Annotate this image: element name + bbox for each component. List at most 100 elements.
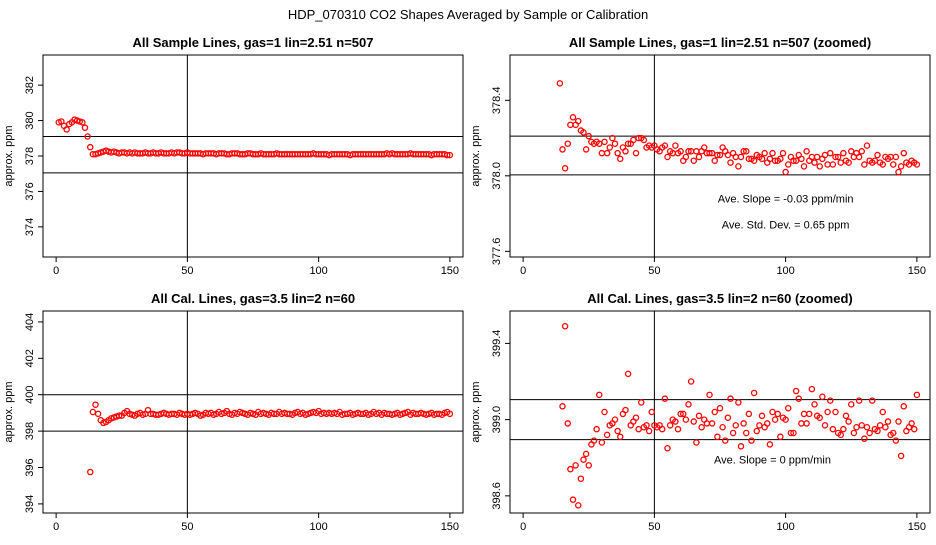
data-point — [777, 433, 784, 441]
data-point — [682, 153, 690, 161]
y-tick-label: 374 — [24, 218, 36, 236]
data-point — [900, 149, 908, 157]
data-point — [798, 420, 805, 427]
data-point — [677, 148, 684, 155]
data-point — [577, 475, 585, 482]
data-point — [743, 429, 750, 437]
data-point — [89, 408, 97, 416]
data-point — [740, 148, 747, 155]
data-point — [832, 153, 839, 161]
data-point — [559, 403, 566, 410]
data-point — [611, 140, 619, 147]
data-point — [598, 439, 606, 446]
data-point — [446, 410, 454, 418]
data-point — [716, 404, 724, 412]
data-point — [585, 462, 593, 469]
data-point — [827, 397, 834, 404]
y-tick-label: 399.0 — [491, 406, 503, 434]
data-point — [693, 148, 700, 155]
data-point — [648, 408, 656, 416]
data-point — [601, 408, 608, 416]
data-point — [561, 322, 569, 330]
data-point — [890, 429, 897, 437]
data-point — [863, 142, 871, 149]
data-point — [737, 153, 745, 161]
panel-title: All Cal. Lines, gas=3.5 lin=2 n=60 — [151, 291, 355, 306]
data-point — [569, 496, 577, 503]
x-tick-label: 100 — [309, 521, 327, 533]
data-point — [758, 412, 766, 420]
data-point — [737, 443, 745, 450]
panel-title: All Sample Lines, gas=1 lin=2.51 n=507 — [133, 35, 374, 50]
data-point — [640, 136, 648, 144]
data-point — [824, 161, 831, 168]
data-point — [769, 408, 776, 416]
data-point — [722, 437, 729, 444]
data-point — [611, 416, 619, 423]
data-point — [908, 420, 915, 427]
data-point — [564, 140, 572, 147]
data-point — [674, 425, 682, 433]
data-point — [680, 410, 687, 418]
data-point — [871, 157, 879, 164]
data-point — [590, 437, 598, 444]
data-point — [708, 420, 716, 427]
data-point — [672, 418, 679, 425]
data-point — [695, 153, 703, 161]
data-point — [724, 414, 732, 421]
data-point — [853, 423, 860, 431]
data-point — [601, 138, 608, 146]
data-point — [740, 420, 747, 427]
data-point — [666, 422, 674, 429]
data-point — [895, 418, 902, 425]
data-point — [766, 155, 774, 163]
data-point — [661, 395, 669, 402]
y-tick-label: 378.0 — [491, 162, 503, 190]
data-point — [443, 151, 451, 159]
data-point — [819, 393, 826, 401]
x-tick-label: 0 — [53, 265, 59, 277]
data-point — [855, 397, 863, 404]
data-point — [727, 395, 734, 402]
y-tick-label: 404 — [24, 313, 36, 331]
data-point — [635, 425, 642, 433]
data-point — [813, 153, 821, 161]
data-point — [787, 429, 795, 437]
series-1 — [87, 401, 454, 476]
panel-3: All Cal. Lines, gas=3.5 lin=2 n=60 0 50 100… — [3, 291, 464, 533]
data-point — [790, 429, 797, 437]
data-point — [685, 401, 692, 408]
data-point — [719, 423, 726, 431]
x-tick-label: 150 — [441, 265, 459, 277]
data-point — [572, 462, 579, 469]
data-point — [837, 431, 845, 439]
data-point — [732, 153, 740, 161]
data-point — [693, 439, 700, 446]
data-point — [834, 153, 842, 161]
y-tick-label: 377.6 — [491, 238, 503, 266]
data-point — [575, 502, 582, 509]
x-tick-label: 50 — [181, 265, 193, 277]
data-point — [624, 370, 632, 378]
data-point — [792, 387, 800, 395]
data-point — [840, 149, 847, 157]
data-point — [614, 149, 621, 157]
data-point — [850, 429, 858, 437]
data-point — [63, 126, 70, 133]
data-point — [603, 149, 611, 157]
y-tick-label: 398.6 — [491, 482, 503, 510]
series-1 — [55, 116, 454, 159]
y-tick-label: 378 — [24, 147, 36, 165]
y-tick-label: 396 — [24, 458, 36, 476]
data-point — [800, 410, 808, 418]
data-point — [716, 151, 724, 159]
data-point — [711, 408, 719, 416]
x-tick-label: 150 — [441, 521, 459, 533]
data-point — [685, 148, 692, 155]
data-point — [884, 418, 892, 425]
data-point — [858, 148, 866, 155]
data-point — [816, 163, 824, 170]
data-point — [569, 114, 577, 121]
data-point — [695, 412, 703, 420]
